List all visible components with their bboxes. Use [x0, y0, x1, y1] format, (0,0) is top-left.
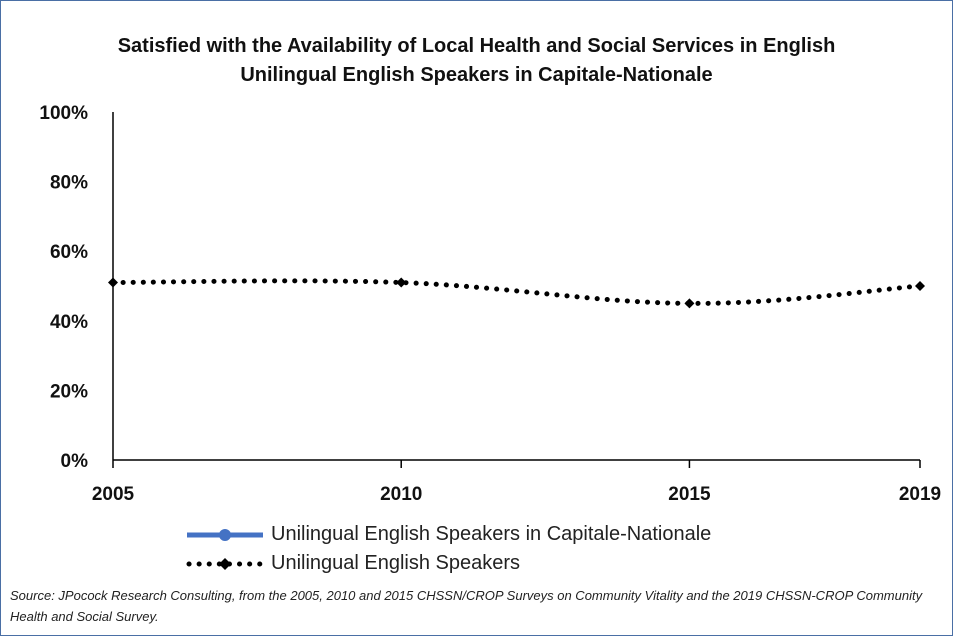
legend-label-capitale-nationale: Unilingual English Speakers in Capitale-…: [271, 523, 712, 545]
legend-item-capitale-nationale: Unilingual English Speakers in Capitale-…: [185, 520, 711, 549]
chart-title: Satisfied with the Availability of Local…: [0, 32, 953, 90]
axes: [112, 112, 920, 461]
legend-swatch-dotted-line: [186, 557, 265, 570]
x-tick-label: 2005: [92, 484, 135, 505]
data-point-marker: [396, 277, 407, 288]
source-note: Source: JPocock Research Consulting, fro…: [10, 588, 923, 624]
series-layer: [108, 277, 925, 309]
legend-item-unilingual: Unilingual English Speakers: [185, 549, 711, 578]
x-tick-label: 2010: [380, 484, 422, 505]
data-point-marker: [108, 277, 118, 288]
x-axis-ticks: 2005 2010 2015 2019: [92, 460, 941, 505]
chart-title-line-2: Unilingual English Speakers in Capitale-…: [240, 64, 713, 86]
y-tick-label: 80%: [50, 173, 88, 194]
y-tick-label: 0%: [61, 451, 89, 472]
legend-swatch-solid-line: [187, 528, 263, 541]
y-tick-label: 100%: [39, 103, 88, 124]
y-axis-ticks: 0% 20% 40% 60% 80% 100%: [39, 103, 88, 472]
y-tick-label: 60%: [50, 242, 88, 263]
data-point-marker: [915, 281, 925, 291]
legend: Unilingual English Speakers in Capitale-…: [185, 520, 711, 578]
y-tick-label: 40%: [50, 312, 88, 333]
data-point-marker: [684, 298, 695, 309]
x-tick-label: 2019: [899, 484, 941, 505]
chart-title-line-1: Satisfied with the Availability of Local…: [117, 35, 836, 57]
legend-label-unilingual: Unilingual English Speakers: [271, 552, 521, 574]
x-tick-label: 2015: [668, 484, 711, 505]
series-line-1: [110, 278, 923, 306]
y-tick-label: 20%: [50, 381, 88, 402]
